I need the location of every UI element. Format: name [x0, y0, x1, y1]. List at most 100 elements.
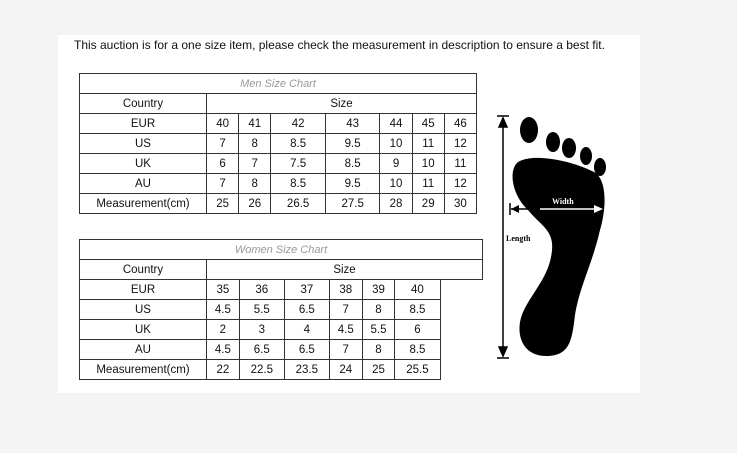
size-cell: 6 [205, 153, 240, 174]
size-cell: 35 [206, 279, 240, 300]
size-cell: 25.5 [394, 359, 441, 380]
size-cell: 7 [238, 153, 272, 174]
table-row: UK 2 3 4 4.5 5.5 6 [79, 319, 483, 340]
size-cell: 10 [379, 173, 413, 194]
size-cell: 43 [324, 113, 381, 134]
blank-cell [439, 299, 483, 320]
size-cell: 8.5 [270, 133, 326, 154]
size-cell: 30 [443, 193, 478, 214]
row-label: US [79, 133, 207, 154]
size-cell: 25 [205, 193, 240, 214]
size-cell: 9.5 [324, 173, 381, 194]
size-cell: 7 [328, 339, 363, 360]
size-cell: 22 [206, 359, 240, 380]
size-cell: 28 [379, 193, 413, 214]
row-label: UK [79, 153, 207, 174]
table-row: EUR 35 36 37 38 39 40 [79, 279, 483, 300]
size-cell: 11 [411, 133, 445, 154]
size-cell: 26 [238, 193, 272, 214]
size-cell: 22.5 [238, 359, 285, 380]
table-row: EUR 40 41 42 43 44 45 46 [79, 113, 478, 134]
width-arrow-icon [509, 203, 603, 215]
size-cell: 8.5 [394, 339, 441, 360]
country-header: Country [79, 93, 207, 114]
row-label: UK [79, 319, 207, 340]
size-cell: 7 [328, 299, 363, 320]
size-cell: 7 [205, 133, 240, 154]
size-cell: 37 [283, 279, 330, 300]
table-row: AU 7 8 8.5 9.5 10 11 12 [79, 173, 478, 194]
width-label: Width [552, 197, 574, 206]
size-cell: 8 [361, 339, 396, 360]
table-row: US 4.5 5.5 6.5 7 8 8.5 [79, 299, 483, 320]
size-cell: 8 [238, 133, 272, 154]
size-cell: 38 [328, 279, 363, 300]
size-cell: 41 [238, 113, 272, 134]
size-cell: 8 [361, 299, 396, 320]
size-cell: 8.5 [394, 299, 441, 320]
size-cell: 8.5 [324, 153, 381, 174]
size-cell: 24 [328, 359, 363, 380]
blank-cell [439, 359, 483, 380]
size-cell: 2 [206, 319, 240, 340]
size-cell: 45 [411, 113, 445, 134]
size-cell: 5.5 [238, 299, 285, 320]
size-cell: 25 [361, 359, 396, 380]
size-cell: 6.5 [283, 339, 330, 360]
row-label: US [79, 299, 207, 320]
size-cell: 40 [394, 279, 441, 300]
fit-notice: This auction is for a one size item, ple… [74, 38, 605, 52]
row-label: AU [79, 173, 207, 194]
size-cell: 44 [379, 113, 413, 134]
size-cell: 6.5 [283, 299, 330, 320]
size-cell: 42 [270, 113, 326, 134]
length-arrow-icon [497, 115, 509, 359]
size-header: Size [206, 93, 477, 114]
size-cell: 26.5 [270, 193, 326, 214]
size-cell: 4.5 [206, 299, 240, 320]
size-cell: 10 [411, 153, 445, 174]
row-label: Measurement(cm) [79, 359, 207, 380]
row-label: EUR [79, 113, 207, 134]
size-cell: 40 [205, 113, 240, 134]
size-cell: 9 [379, 153, 413, 174]
size-cell: 6.5 [238, 339, 285, 360]
size-cell: 4 [283, 319, 330, 340]
table-row: AU 4.5 6.5 6.5 7 8 8.5 [79, 339, 483, 360]
size-cell: 8.5 [270, 173, 326, 194]
size-cell: 7.5 [270, 153, 326, 174]
size-cell: 4.5 [328, 319, 363, 340]
table-row: Measurement(cm) 25 26 26.5 27.5 28 29 30 [79, 193, 478, 214]
size-cell: 46 [443, 113, 478, 134]
size-cell: 36 [238, 279, 285, 300]
size-cell: 23.5 [283, 359, 330, 380]
size-cell: 8 [238, 173, 272, 194]
row-label: EUR [79, 279, 207, 300]
size-cell: 3 [238, 319, 285, 340]
size-cell: 4.5 [206, 339, 240, 360]
size-cell: 11 [443, 153, 478, 174]
blank-cell [439, 279, 483, 300]
women-size-chart: Women Size Chart Country Size EUR 35 36 37 38 39… [79, 239, 483, 380]
size-header: Size [206, 259, 483, 280]
length-label: Length [506, 234, 531, 243]
size-cell: 9.5 [324, 133, 381, 154]
men-size-chart: Men Size Chart Country Size EUR 40 41 42 43 44 45… [79, 73, 478, 214]
table-row: US 7 8 8.5 9.5 10 11 12 [79, 133, 478, 154]
chart-title: Men Size Chart [79, 73, 477, 94]
foot-icon [512, 117, 606, 357]
size-cell: 10 [379, 133, 413, 154]
size-cell: 5.5 [361, 319, 396, 340]
chart-title: Women Size Chart [79, 239, 483, 260]
country-header: Country [79, 259, 207, 280]
blank-cell [439, 319, 483, 340]
table-row: UK 6 7 7.5 8.5 9 10 11 [79, 153, 478, 174]
size-cell: 12 [443, 173, 478, 194]
foot-diagram: Width Length [497, 115, 606, 359]
size-cell: 29 [411, 193, 445, 214]
size-cell: 27.5 [324, 193, 381, 214]
row-label: Measurement(cm) [79, 193, 207, 214]
row-label: AU [79, 339, 207, 360]
size-cell: 39 [361, 279, 396, 300]
size-cell: 7 [205, 173, 240, 194]
